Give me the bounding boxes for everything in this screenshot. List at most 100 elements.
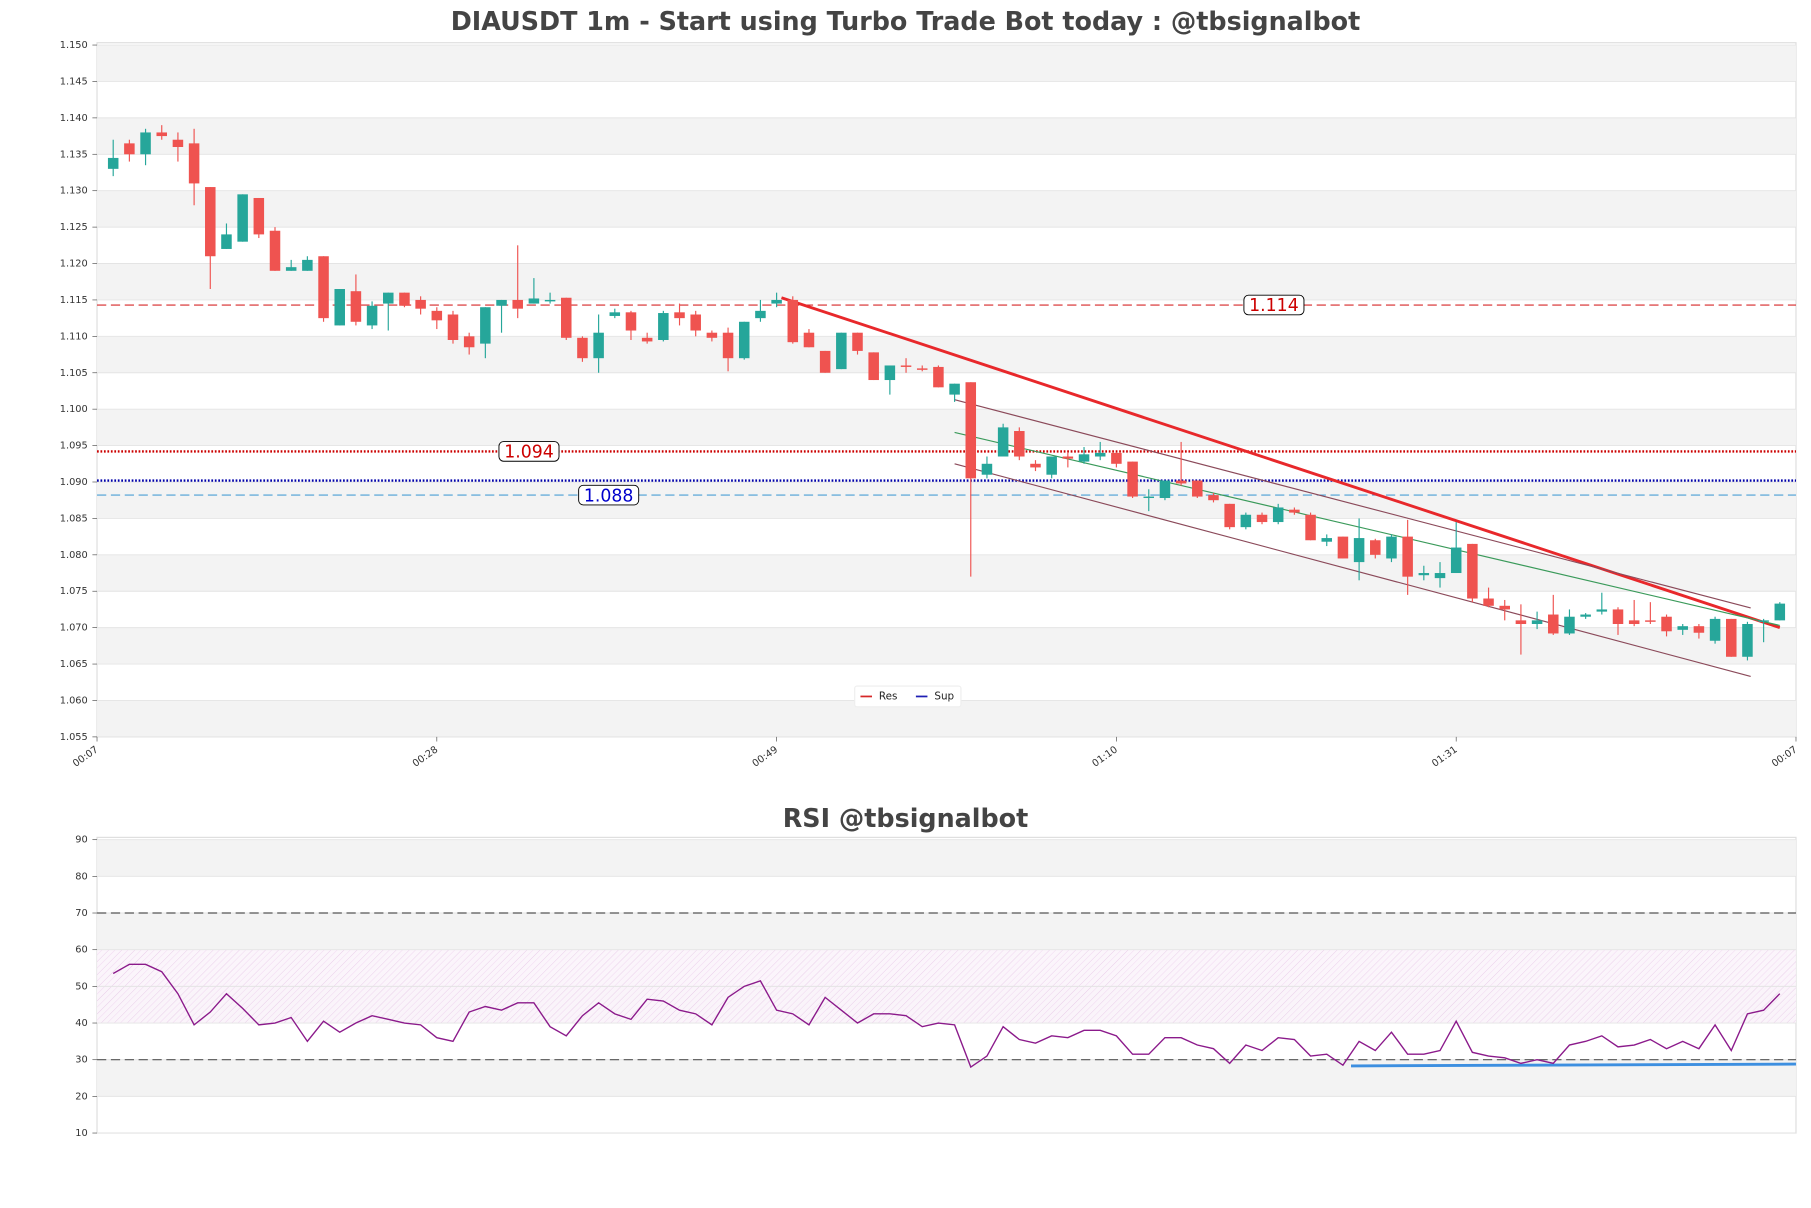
candle-body: [1305, 514, 1316, 541]
candle-body: [269, 230, 281, 271]
candle-body: [577, 337, 588, 359]
y-tick-label: 30: [75, 1055, 87, 1066]
candle-body: [1272, 507, 1284, 523]
candle-body: [852, 332, 863, 351]
candle-body: [1321, 538, 1333, 542]
candle-body: [1111, 452, 1122, 464]
candle-body: [674, 312, 685, 319]
candle-body: [981, 463, 993, 475]
candle-body: [221, 234, 232, 249]
candle-body: [415, 299, 426, 309]
level-label-box: [578, 484, 640, 506]
candle-body: [1645, 620, 1656, 622]
candle-body: [1046, 456, 1057, 475]
grid-band: [97, 336, 1796, 373]
candle-body: [965, 382, 977, 479]
candle-body: [188, 143, 200, 184]
candle-body: [738, 321, 750, 359]
candle-body: [1661, 616, 1672, 632]
y-tick-label: 1.150: [60, 40, 88, 51]
y-tick-label: 1.125: [60, 222, 88, 233]
candle-body: [528, 298, 540, 304]
y-tick-label: 1.145: [60, 76, 88, 87]
y-tick-label: 10: [75, 1128, 87, 1139]
candle-body: [1353, 538, 1365, 563]
candle-body: [544, 299, 556, 302]
candle-body: [755, 310, 766, 319]
candle-body: [1127, 461, 1138, 497]
trend-line: [954, 399, 1751, 609]
y-tick-label: 1.070: [60, 623, 88, 634]
y-tick-label: 60: [75, 945, 87, 956]
candle-body: [463, 336, 475, 348]
candle-body: [1159, 480, 1171, 499]
candle-body: [1450, 547, 1462, 574]
x-tick-label: 00:07: [1770, 744, 1799, 769]
candle-body: [124, 143, 135, 155]
y-tick-label: 1.130: [60, 186, 88, 197]
y-tick-label: 90: [75, 835, 87, 846]
candle-body: [1693, 626, 1705, 633]
y-tick-label: 80: [75, 871, 87, 882]
level-label-box: [498, 441, 560, 462]
candle-body: [1224, 503, 1235, 528]
x-tick-label: 00:07: [71, 744, 100, 769]
candle-body: [1143, 496, 1155, 499]
candle-body: [1370, 540, 1381, 555]
candle-body: [1628, 620, 1640, 625]
candle-body: [350, 291, 362, 322]
candle-body: [1709, 618, 1721, 641]
y-tick-label: 1.065: [60, 659, 88, 670]
candle-body: [884, 365, 896, 381]
x-tick-label: 01:10: [1090, 744, 1119, 769]
candle-body: [1548, 614, 1559, 634]
candle-body: [205, 187, 216, 257]
y-tick-label: 70: [75, 908, 87, 919]
candle-body: [140, 132, 151, 155]
candle-body: [771, 299, 782, 304]
candle-body: [1758, 620, 1769, 622]
candle-body: [1337, 536, 1349, 559]
candle-body: [609, 312, 621, 316]
candle-body: [787, 299, 799, 343]
candle-body: [803, 332, 815, 348]
candle-body: [593, 332, 604, 359]
candle-body: [1078, 454, 1090, 462]
y-tick-label: 1.085: [60, 513, 88, 524]
y-tick-label: 20: [75, 1091, 87, 1102]
candle-body: [1434, 573, 1446, 579]
y-tick-label: 1.095: [60, 441, 88, 452]
trend-line: [1351, 1062, 1796, 1068]
candle-body: [1564, 616, 1575, 634]
plot-area: [96, 42, 1797, 738]
candle-body: [285, 267, 297, 271]
y-tick-label: 1.105: [60, 368, 88, 379]
grid-band: [97, 481, 1796, 519]
candle-body: [383, 292, 394, 304]
legend-box: [854, 685, 962, 708]
candle-body: [431, 310, 443, 321]
candle-body: [399, 292, 410, 306]
grid-band: [97, 263, 1796, 300]
candle-body: [690, 314, 701, 331]
candle-body: [625, 312, 637, 331]
grid-band: [97, 190, 1796, 228]
grid-band: [97, 913, 1796, 950]
rsi-title: RSI @tbsignalbot: [783, 803, 1029, 833]
y-tick-label: 1.110: [60, 331, 88, 342]
candle-body: [334, 289, 345, 326]
candle-body: [1192, 480, 1203, 497]
grid-band: [97, 45, 1796, 82]
candle-body: [949, 383, 960, 395]
candle-body: [819, 350, 831, 373]
candle-body: [253, 197, 265, 235]
candle-body: [1774, 603, 1786, 621]
y-tick-label: 50: [75, 981, 87, 992]
candle-body: [900, 365, 912, 367]
candle-body: [1580, 614, 1591, 617]
candle-body: [1531, 620, 1543, 625]
level-label: 1.088: [584, 486, 634, 506]
candle-body: [1467, 543, 1478, 599]
